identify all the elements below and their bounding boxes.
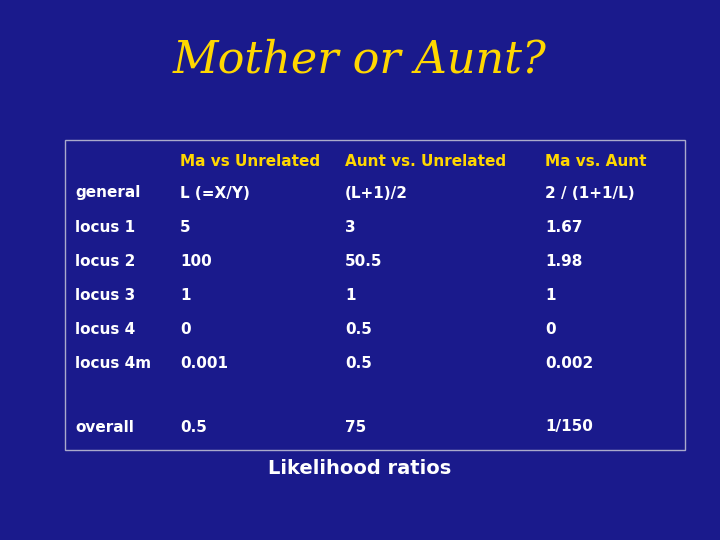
Text: overall: overall	[75, 420, 134, 435]
Text: 0.5: 0.5	[345, 321, 372, 336]
Text: 1.98: 1.98	[545, 253, 582, 268]
Text: locus 1: locus 1	[75, 219, 135, 234]
Text: 1/150: 1/150	[545, 420, 593, 435]
Text: locus 3: locus 3	[75, 287, 135, 302]
Text: 0.001: 0.001	[180, 355, 228, 370]
Text: 50.5: 50.5	[345, 253, 382, 268]
Text: locus 2: locus 2	[75, 253, 135, 268]
Text: Aunt vs. Unrelated: Aunt vs. Unrelated	[345, 154, 506, 170]
Text: 0.002: 0.002	[545, 355, 593, 370]
Text: Ma vs Unrelated: Ma vs Unrelated	[180, 154, 320, 170]
Text: 100: 100	[180, 253, 212, 268]
Text: 1: 1	[345, 287, 356, 302]
Bar	[65, 140, 685, 450]
Text: Ma vs. Aunt: Ma vs. Aunt	[545, 154, 647, 170]
Text: (L+1)/2: (L+1)/2	[345, 186, 408, 200]
Text: Mother or Aunt?: Mother or Aunt?	[173, 38, 547, 82]
Text: 0.5: 0.5	[345, 355, 372, 370]
Text: 1: 1	[545, 287, 556, 302]
Text: 5: 5	[180, 219, 191, 234]
Text: 0: 0	[180, 321, 191, 336]
Text: 1: 1	[180, 287, 191, 302]
Text: 75: 75	[345, 420, 366, 435]
Text: 2 / (1+1/L): 2 / (1+1/L)	[545, 186, 634, 200]
Text: 0: 0	[545, 321, 556, 336]
Text: 1.67: 1.67	[545, 219, 582, 234]
Text: locus 4m: locus 4m	[75, 355, 151, 370]
Text: locus 4: locus 4	[75, 321, 135, 336]
Text: general: general	[75, 186, 140, 200]
Text: 0.5: 0.5	[180, 420, 207, 435]
Text: L (=X/Y): L (=X/Y)	[180, 186, 250, 200]
Text: 3: 3	[345, 219, 356, 234]
Text: Likelihood ratios: Likelihood ratios	[269, 458, 451, 477]
